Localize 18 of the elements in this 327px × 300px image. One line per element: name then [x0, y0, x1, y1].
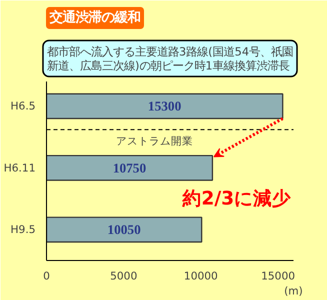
- ref-line-label: アストラム開業: [116, 134, 194, 148]
- chart-title: 交通渋滞の緩和: [48, 10, 140, 26]
- y-tick-label: H6.11: [4, 161, 36, 174]
- chart-subtitle: 都市部へ流入する主要道路3路線(国道54号、祇園新道、広島三次線)の朝ピーク時1車線換算渋滞長: [46, 44, 294, 72]
- data-label: 10050: [107, 222, 142, 238]
- bar: [46, 154, 214, 181]
- x-axis-title: (m): [284, 284, 303, 298]
- data-label: 15300: [148, 98, 182, 114]
- y-tick-label: H6.5: [10, 100, 36, 113]
- annotation: 約2/3に減少: [181, 187, 292, 210]
- x-tick-label: 15000: [261, 270, 296, 282]
- y-tick-label: H9.5: [10, 223, 36, 236]
- bar: [46, 93, 284, 120]
- x-tick-label: 0: [43, 270, 50, 282]
- data-label: 10750: [112, 160, 146, 176]
- bar: [46, 216, 202, 243]
- x-tick-label: 5000: [110, 270, 138, 282]
- x-tick-label: 10000: [184, 270, 218, 282]
